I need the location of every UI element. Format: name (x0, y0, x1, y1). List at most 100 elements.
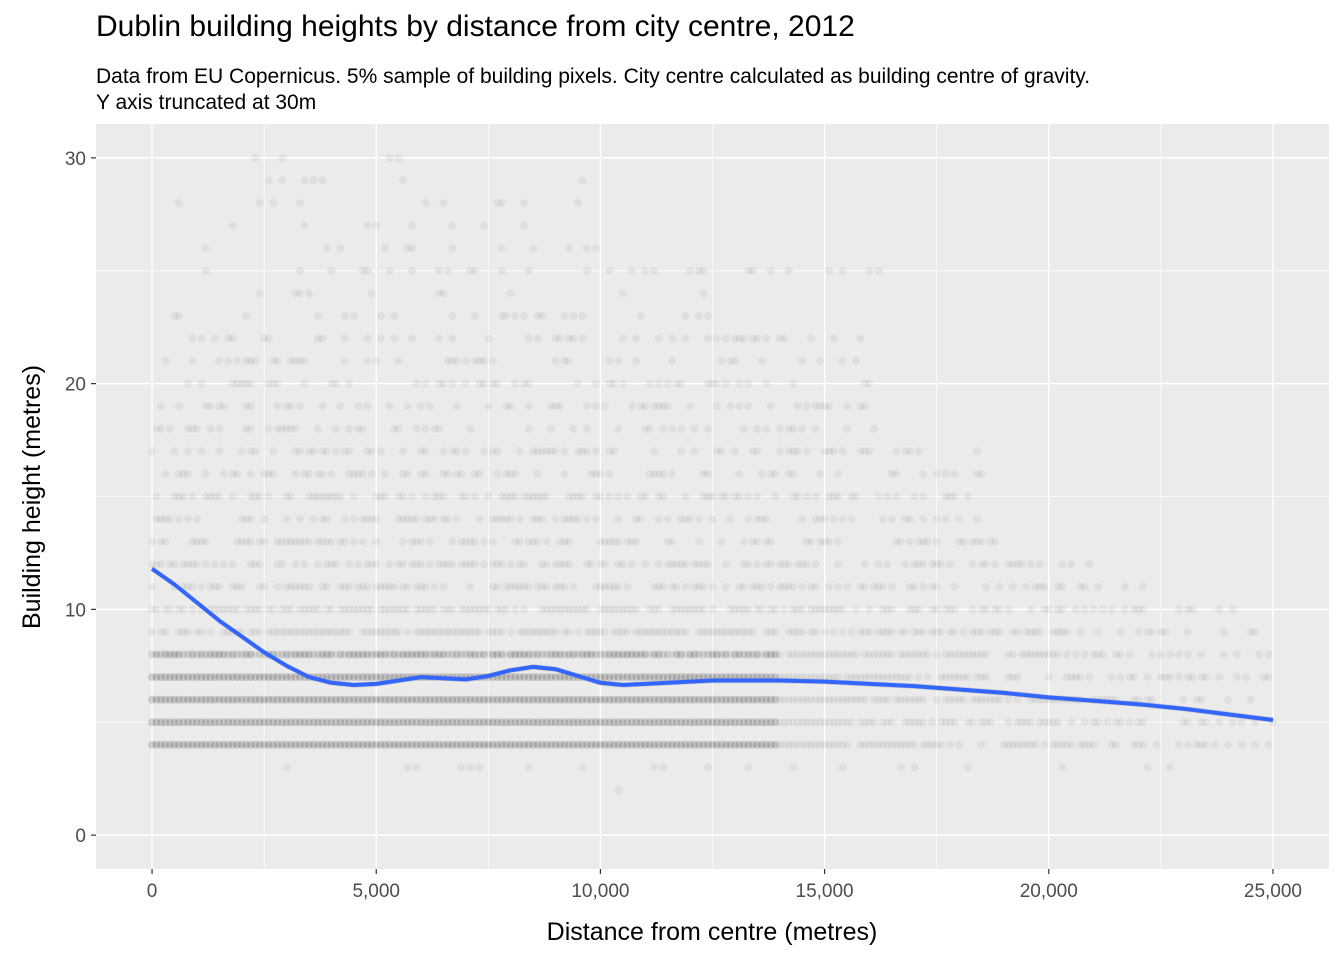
data-point (224, 695, 233, 704)
data-point (201, 695, 210, 704)
data-point (704, 469, 712, 478)
data-point (408, 650, 417, 659)
data-point (444, 650, 452, 659)
data-point (1156, 650, 1165, 659)
data-point (542, 673, 551, 682)
data-point (932, 695, 941, 704)
data-point (690, 650, 699, 659)
data-point (1080, 605, 1089, 614)
data-point (686, 650, 695, 659)
data-point (412, 650, 421, 659)
data-point (578, 740, 587, 749)
data-point (574, 379, 582, 388)
data-point (435, 334, 443, 343)
data-point (735, 379, 744, 388)
data-point (587, 650, 596, 659)
data-point (614, 673, 623, 682)
data-point (887, 718, 896, 727)
data-point (1121, 582, 1129, 591)
data-point (287, 650, 295, 659)
data-point (157, 424, 165, 433)
data-point (426, 718, 434, 727)
data-point (959, 650, 968, 659)
data-point (152, 740, 161, 749)
data-point (722, 718, 730, 727)
data-point (313, 718, 322, 727)
data-point (219, 650, 228, 659)
data-point (322, 447, 331, 456)
data-point (179, 718, 188, 727)
data-point (457, 718, 466, 727)
data-point (484, 695, 493, 704)
data-point (305, 289, 313, 298)
data-point (753, 695, 762, 704)
data-point (865, 650, 874, 659)
data-point (273, 740, 282, 749)
data-point (399, 740, 408, 749)
data-point (547, 718, 556, 727)
data-point (435, 650, 443, 659)
data-point (148, 740, 156, 749)
data-point (457, 695, 466, 704)
data-point (313, 695, 322, 704)
data-point (551, 357, 560, 365)
data-point (775, 695, 784, 704)
data-point (506, 718, 515, 727)
data-point (466, 718, 475, 727)
data-point (179, 718, 188, 727)
data-point (744, 695, 753, 704)
data-point (461, 357, 470, 365)
data-point (439, 718, 448, 727)
data-point (484, 605, 493, 614)
data-point (730, 740, 739, 749)
data-point (609, 695, 618, 704)
data-point (1183, 650, 1192, 659)
data-point (246, 673, 255, 682)
data-point (722, 740, 730, 749)
data-point (609, 740, 618, 749)
data-point (677, 424, 686, 433)
data-point (197, 673, 206, 682)
data-point (237, 740, 246, 749)
data-point (811, 628, 820, 636)
data-point (430, 740, 439, 749)
data-point (461, 740, 470, 749)
data-point (735, 740, 744, 749)
data-point (816, 695, 825, 704)
data-point (242, 650, 251, 659)
data-point (618, 695, 627, 704)
data-point (1197, 650, 1206, 659)
data-point (556, 695, 565, 704)
data-point (336, 718, 345, 727)
data-point (574, 740, 582, 749)
data-point (672, 695, 681, 704)
data-point (210, 560, 219, 569)
data-point (354, 402, 363, 411)
data-point (973, 695, 981, 704)
data-point (148, 628, 156, 636)
data-point (798, 515, 807, 524)
data-point (376, 334, 385, 343)
data-point (345, 673, 354, 682)
data-point (542, 650, 551, 659)
data-point (152, 673, 161, 682)
data-point (479, 718, 488, 727)
data-point (372, 718, 381, 727)
data-point (309, 650, 318, 659)
data-point (722, 650, 730, 659)
data-point (452, 718, 461, 727)
data-point (331, 673, 340, 682)
data-point (488, 537, 497, 546)
data-point (681, 560, 690, 569)
data-point (663, 673, 672, 682)
data-point (843, 740, 851, 749)
data-point (874, 673, 883, 682)
data-point (336, 740, 345, 749)
data-point (1017, 560, 1026, 569)
data-point (959, 673, 968, 682)
data-point (273, 695, 282, 704)
data-point (345, 740, 354, 749)
data-point (838, 515, 847, 524)
data-point (668, 740, 677, 749)
data-point (910, 650, 919, 659)
